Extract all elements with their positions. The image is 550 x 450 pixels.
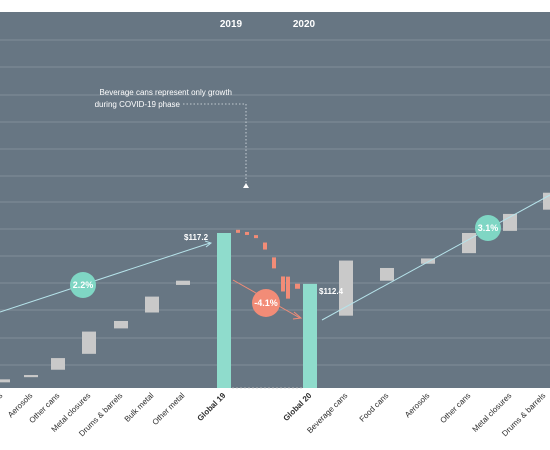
step-bar [114,320,128,329]
step-bar [421,258,435,264]
annotation-line-2: during COVID-19 phase [95,100,181,109]
category-label: Food cans [358,391,391,424]
cagr-label-1: -4.1% [254,298,278,308]
step-bar [503,213,517,231]
annotation-arrow-icon [243,183,249,188]
step-bar [82,331,96,354]
total-bar-1 [303,283,317,388]
category-label: Other metal [150,391,186,427]
cagr-badge-1 [252,289,280,317]
decline-segment [263,242,267,250]
chart-panel [0,12,550,388]
category-label: Global 20 [282,391,314,423]
year-label-2019: 2019 [220,19,243,30]
category-label: Global 19 [196,391,228,423]
trend-line-2020 [321,194,550,321]
trend-arrow-icon [204,240,213,248]
step-bar [176,280,190,285]
step-bar [145,296,159,313]
category-label: ...s [0,391,4,405]
step-bar [462,233,476,254]
trend-line-2019 [0,242,211,313]
decline-segment [236,229,240,233]
cagr-badge-0 [70,272,96,298]
year-label-2020: 2020 [293,19,316,30]
step-bar [24,375,38,378]
decline-arrow-icon [292,311,303,320]
decline-segment [295,283,300,289]
step-bar [51,358,65,370]
decline-segment [245,231,249,235]
cagr-label-0: 2.2% [73,280,94,290]
step-bar [543,192,550,210]
total-label-2020: $112.4 [319,287,344,296]
cagr-badge-2 [475,215,501,241]
decline-segment [281,276,285,292]
chart-marks [0,192,550,389]
decline-segment [272,257,276,269]
category-label: Other cans [438,391,472,425]
decline-segment [286,276,290,299]
step-bar-partial [0,379,10,383]
total-label-2019: $117.2 [184,233,209,242]
annotation-leader [183,103,247,182]
category-label: Bulk metal [123,391,156,424]
category-label: Aerosols [403,391,431,419]
decline-segment [254,235,258,239]
cagr-label-2: 3.1% [478,223,499,233]
total-bar-0 [217,233,231,388]
step-bar [380,267,394,281]
annotation-line-1: Beverage cans represent only growth [99,88,232,97]
step-bar [339,260,353,316]
